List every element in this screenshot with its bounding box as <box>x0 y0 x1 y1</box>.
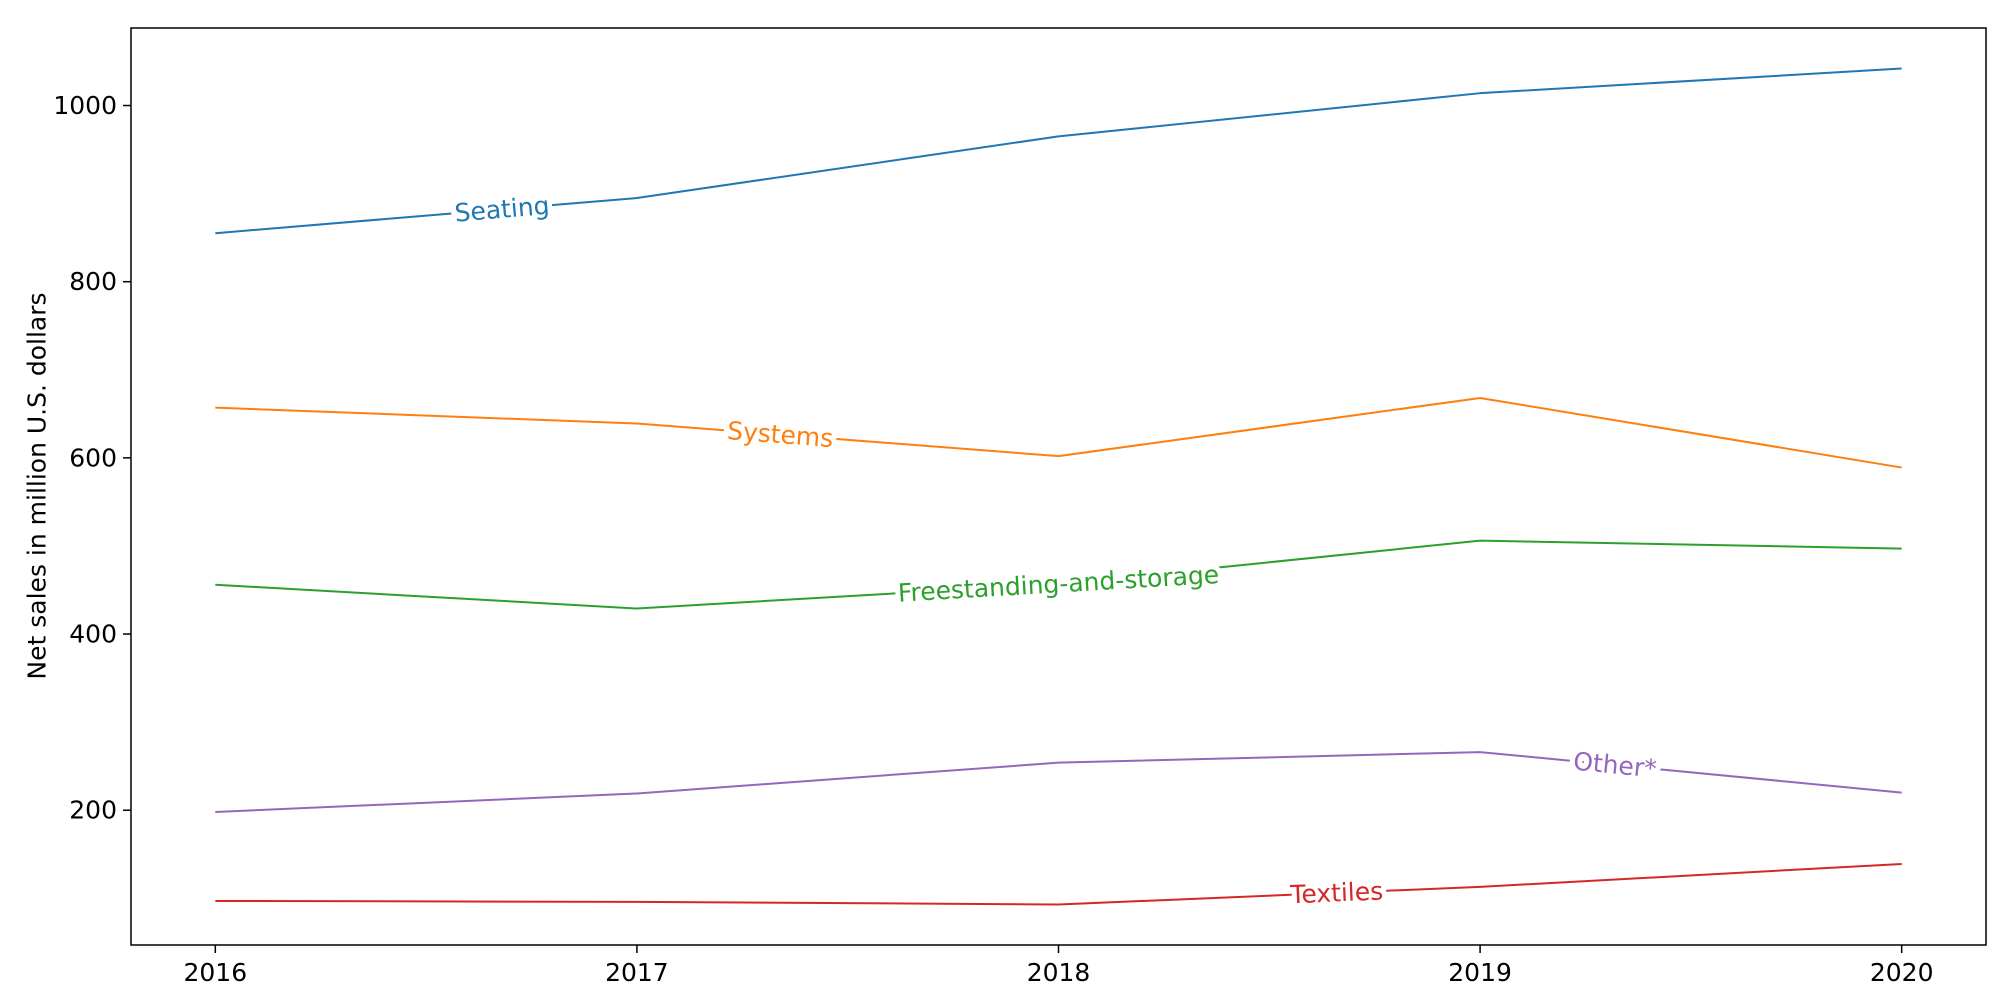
x-axis: 2016 2017 2018 2019 2020 <box>184 945 1934 987</box>
series-line-seating <box>215 67 1902 235</box>
x-tick-label: 2019 <box>1448 958 1512 987</box>
y-tick-label: 400 <box>69 620 117 649</box>
y-axis: 200 400 600 800 1000 <box>53 91 131 825</box>
series-line-freestanding-and-storage <box>215 539 1902 610</box>
y-tick-label: 800 <box>69 267 117 296</box>
x-tick-label: 2018 <box>1027 958 1091 987</box>
series-line-systems <box>215 396 1902 469</box>
y-tick-label: 600 <box>69 443 117 472</box>
series-line-textiles <box>215 862 1902 906</box>
y-axis-title: Net sales in million U.S. dollars <box>23 292 52 679</box>
x-tick-label: 2016 <box>184 958 248 987</box>
series-line-other <box>215 751 1902 813</box>
y-tick-label: 200 <box>69 796 117 825</box>
y-tick-label: 1000 <box>53 91 117 120</box>
series-label-textiles: Textiles <box>1289 876 1384 909</box>
plot-area <box>130 27 1987 946</box>
x-tick-label: 2017 <box>605 958 669 987</box>
x-tick-label: 2020 <box>1870 958 1934 987</box>
